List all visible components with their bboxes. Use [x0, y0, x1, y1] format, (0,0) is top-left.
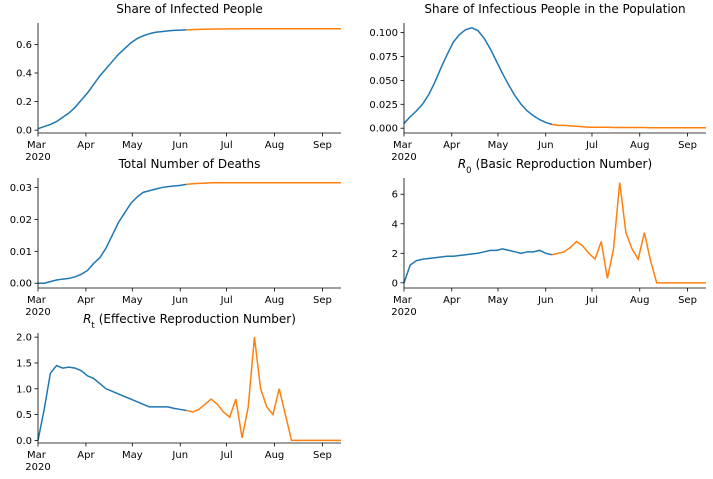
y-tick-label: 1.0: [16, 384, 32, 395]
y-tick-label: 0.025: [369, 100, 398, 111]
y-tick-label: 2.0: [16, 333, 32, 344]
subplot: Share of Infectious People in the Popula…: [369, 2, 706, 163]
x-tick-label: Jul: [585, 140, 598, 151]
title-subscript: t: [91, 321, 95, 331]
x-tick-label: Aug: [265, 295, 285, 306]
chart-title: Share of Infected People: [116, 2, 263, 16]
data-line: [403, 248, 553, 284]
x-tick-label: Sep: [313, 140, 332, 151]
subplot: Rt (Effective Reproduction Number) 0.0 0.5 1…: [16, 312, 341, 473]
y-tick-label: 0.01: [10, 247, 32, 258]
x-tick-label: Jun: [537, 295, 554, 306]
data-line: [186, 337, 341, 442]
title-symbol: R: [83, 312, 91, 326]
y-tick-label: 1.5: [16, 358, 32, 369]
y-tick-label: 0.075: [369, 52, 398, 63]
x-tick-label: Apr: [443, 140, 461, 151]
x-tick-label: Jul: [585, 295, 598, 306]
data-line: [403, 26, 553, 126]
y-tick-label: 2: [392, 249, 398, 260]
x-tick-label: Sep: [678, 295, 697, 306]
x-tick-label: Apr: [77, 295, 95, 306]
x-tick-label: Jul: [220, 140, 233, 151]
chart-title: Total Number of Deaths: [118, 157, 261, 171]
data-line: [551, 182, 706, 284]
x-tick-label: Aug: [630, 140, 650, 151]
x-tick-label: Mar 2020: [25, 450, 50, 473]
y-tick-label: 0.6: [16, 40, 32, 51]
x-tick-label: Sep: [313, 295, 332, 306]
data-line: [186, 27, 341, 31]
x-tick-label: Sep: [313, 450, 332, 461]
x-tick-label: Sep: [678, 140, 697, 151]
x-tick-label: Jul: [220, 450, 233, 461]
x-tick-label: May: [488, 295, 509, 306]
chart-title: Share of Infectious People in the Popula…: [424, 2, 685, 16]
y-tick-label: 0.02: [10, 215, 32, 226]
title-subscript: 0: [466, 166, 471, 176]
y-tick-label: 6: [392, 190, 398, 201]
data-line: [551, 123, 706, 129]
y-tick-label: 0.000: [369, 124, 398, 135]
y-tick-label: 0.0: [16, 126, 32, 137]
x-tick-label: Aug: [630, 295, 650, 306]
x-tick-label: May: [488, 140, 509, 151]
x-tick-label: Mar 2020: [25, 140, 50, 163]
y-tick-label: 0.03: [10, 183, 32, 194]
x-tick-label: Apr: [77, 140, 95, 151]
data-line: [186, 182, 341, 186]
x-tick-label: Jun: [171, 450, 188, 461]
x-tick-label: Aug: [265, 140, 285, 151]
x-tick-label: Mar 2020: [25, 295, 50, 318]
x-tick-label: Apr: [443, 295, 461, 306]
x-tick-label: Apr: [77, 450, 95, 461]
y-tick-label: 0.4: [16, 69, 32, 80]
title-text: (Basic Reproduction Number): [476, 157, 653, 171]
subplot: Share of Infected People 0.0 0.2 0.4 0.6 Mar …: [16, 2, 341, 163]
x-tick-label: Aug: [265, 450, 285, 461]
x-tick-label: May: [122, 295, 143, 306]
subplot: Total Number of Deaths 0.00 0.01 0.02 0.03 Ma…: [10, 157, 341, 318]
y-tick-label: 4: [392, 219, 398, 230]
x-tick-label: Mar 2020: [391, 295, 416, 318]
x-tick-label: May: [122, 450, 143, 461]
y-tick-label: 0.00: [10, 279, 32, 290]
y-tick-label: 0.0: [16, 436, 32, 447]
y-tick-label: 0.5: [16, 410, 32, 421]
data-line: [37, 364, 187, 441]
y-tick-label: 0.100: [369, 28, 398, 39]
title-symbol: R: [458, 157, 466, 171]
chart-title: Rt (Effective Reproduction Number): [83, 312, 296, 331]
x-tick-label: Jun: [171, 295, 188, 306]
y-tick-label: 0.2: [16, 97, 32, 108]
x-tick-label: Jul: [220, 295, 233, 306]
x-tick-label: Mar 2020: [391, 140, 416, 163]
y-tick-label: 0.050: [369, 76, 398, 87]
data-line: [38, 183, 187, 284]
title-text: (Effective Reproduction Number): [99, 312, 296, 326]
chart-title: R0 (Basic Reproduction Number): [458, 157, 652, 176]
data-line: [37, 29, 187, 130]
x-tick-label: May: [122, 140, 143, 151]
x-tick-label: Jun: [171, 140, 188, 151]
x-tick-label: Jun: [537, 140, 554, 151]
y-tick-label: 0: [392, 278, 398, 289]
